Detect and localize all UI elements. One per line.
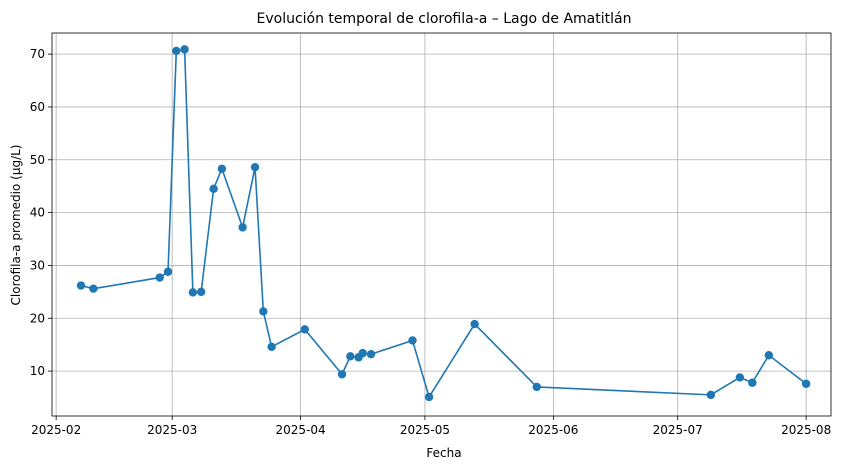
data-point [470,319,479,329]
y-axis-label: Clorofila-a promedio (µg/L) [9,145,23,306]
y-tick-label: 40 [30,206,45,220]
x-tick-label: 2025-04 [276,423,326,437]
data-point [735,373,745,382]
data-point [706,390,716,400]
data-point [250,162,260,172]
x-axis-label: Fecha [426,446,461,460]
x-tick-label: 2025-05 [400,423,450,437]
y-tick-label: 10 [30,364,45,378]
series-line [80,48,807,399]
data-point [180,45,189,54]
plot-frame [51,32,832,417]
x-tick-label: 2025-06 [528,423,578,437]
data-point [76,281,86,290]
x-tick-label: 2025-08 [781,423,831,437]
axes-frame [51,32,832,417]
data-point [163,267,173,276]
data-point [300,325,309,334]
series [76,45,811,402]
y-tick-label: 20 [30,311,45,325]
data-point [155,273,164,282]
data-point [408,336,417,345]
data-point [217,164,227,173]
y-tick-label: 30 [30,258,45,272]
data-point [259,307,268,316]
grid [52,33,831,416]
data-point [532,382,542,392]
data-point [358,348,367,358]
x-tick-label: 2025-02 [31,423,81,437]
data-point [238,223,247,232]
data-point [337,370,347,379]
data-point [424,392,434,402]
data-point [764,351,774,360]
x-tick-label: 2025-07 [653,423,703,437]
data-point [196,287,206,297]
x-axis: 2025-02 2025-03 2025-04 2025-05 2025-06 2025-… [31,416,831,437]
y-tick-label: 50 [30,153,45,167]
data-point [89,284,98,293]
y-axis: 10 20 30 40 50 60 70 [30,47,52,378]
data-point [801,379,811,388]
y-tick-label: 60 [30,100,45,114]
data-point [267,342,276,351]
data-point [346,352,355,361]
chart-title: Evolución temporal de clorofila-a – Lago… [257,11,632,27]
data-point [209,184,218,194]
data-point [748,378,757,387]
y-tick-label: 70 [30,47,45,61]
data-point [366,349,376,359]
data-point [172,46,181,56]
data-point [188,288,198,297]
x-tick-label: 2025-03 [147,423,197,437]
